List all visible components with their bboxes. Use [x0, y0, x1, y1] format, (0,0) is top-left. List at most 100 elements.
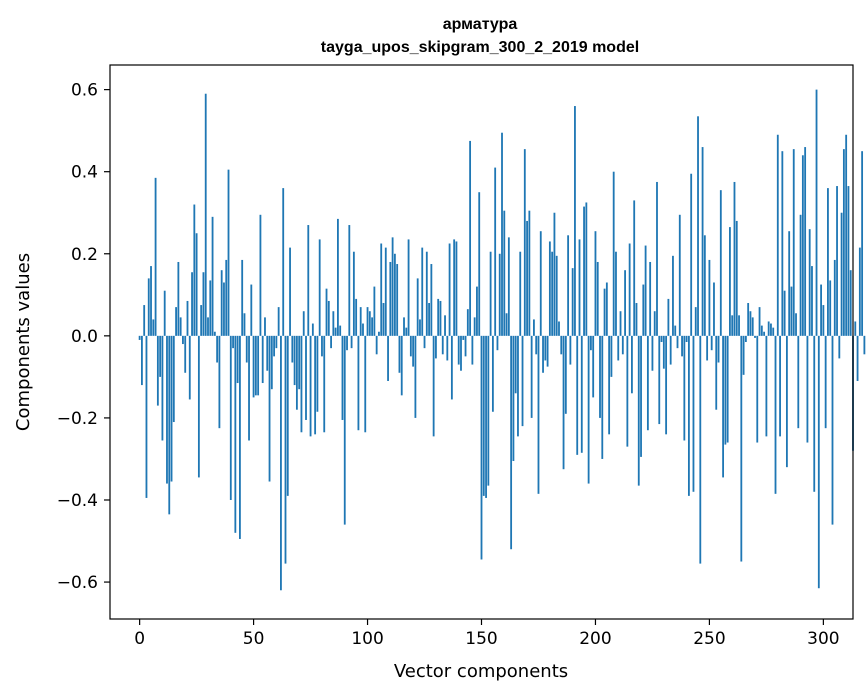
bar-53 [259, 214, 262, 336]
bar-316 [858, 247, 861, 336]
bar-276 [767, 321, 770, 336]
bar-223 [646, 335, 649, 431]
bar-149 [478, 192, 481, 336]
bar-159 [501, 132, 503, 336]
bar-182 [553, 212, 556, 336]
bar-42 [234, 335, 237, 533]
bar-139 [455, 241, 458, 336]
bar-99 [364, 335, 367, 433]
bar-289 [797, 335, 800, 429]
bar-262 [735, 220, 738, 336]
bar-15 [172, 335, 175, 423]
bar-107 [382, 303, 385, 336]
bar-26 [197, 335, 200, 478]
bar-61 [277, 307, 280, 336]
bar-123 [419, 319, 421, 336]
bar-191 [574, 106, 576, 336]
bar-204 [603, 288, 606, 336]
bar-5 [150, 266, 152, 336]
bar-98 [362, 323, 364, 336]
bar-238 [681, 335, 683, 357]
bar-157 [496, 335, 499, 351]
bar-24 [193, 204, 196, 336]
bar-216 [631, 335, 633, 394]
bar-297 [815, 89, 818, 336]
bar-178 [544, 335, 547, 361]
bar-267 [747, 303, 750, 336]
bar-54 [261, 335, 264, 384]
bar-255 [719, 190, 722, 336]
bar-227 [656, 181, 658, 336]
bar-77 [314, 335, 317, 435]
bar-124 [421, 247, 424, 336]
bar-32 [211, 216, 214, 336]
x-tick-label: 200 [579, 629, 611, 649]
bar-254 [717, 335, 720, 363]
bar-62 [280, 335, 282, 591]
bar-144 [466, 309, 469, 336]
bar-174 [535, 335, 538, 355]
bar-1 [141, 335, 143, 386]
bar-110 [389, 261, 392, 336]
bar-58 [270, 335, 273, 390]
bar-120 [412, 335, 415, 367]
bar-45 [241, 259, 244, 336]
bar-294 [808, 229, 811, 336]
bar-203 [601, 335, 604, 459]
bar-236 [676, 335, 679, 349]
bar-287 [792, 149, 795, 336]
bar-243 [692, 335, 695, 492]
bar-68 [293, 335, 296, 386]
bar-30 [207, 317, 209, 336]
bar-140 [457, 335, 460, 365]
bar-145 [469, 140, 472, 336]
bar-72 [302, 311, 305, 336]
bar-104 [375, 335, 378, 355]
bar-245 [697, 116, 699, 336]
bar-300 [822, 305, 825, 336]
bar-146 [471, 335, 474, 365]
y-axis-ticks: −0.6 −0.4 −0.2 0.0 0.2 0.4 0.6 [57, 81, 110, 593]
x-axis-label: Vector components [394, 661, 568, 682]
bar-36 [220, 270, 223, 336]
bar-271 [756, 335, 759, 443]
bar-91 [346, 335, 348, 351]
bar-229 [660, 335, 663, 342]
bar-122 [416, 278, 419, 336]
bar-156 [494, 167, 497, 336]
bar-162 [507, 237, 510, 336]
bar-148 [476, 286, 478, 336]
bar-133 [441, 335, 444, 355]
bar-239 [683, 335, 686, 441]
bar-84 [330, 335, 332, 349]
bar-85 [332, 311, 335, 336]
bar-116 [403, 317, 405, 336]
bar-209 [615, 251, 617, 336]
bar-206 [608, 335, 611, 435]
bar-201 [596, 261, 599, 336]
bar-80 [321, 335, 323, 357]
bar-259 [729, 227, 731, 336]
bar-286 [790, 286, 793, 336]
x-tick-label: 250 [693, 629, 725, 649]
bar-232 [667, 298, 670, 336]
y-tick-label: −0.6 [57, 573, 98, 593]
bar-222 [644, 245, 647, 336]
bar-187 [564, 335, 567, 414]
bar-272 [758, 307, 761, 336]
x-tick-label: 150 [465, 629, 497, 649]
bar-117 [405, 327, 408, 336]
bar-244 [694, 307, 697, 336]
bar-154 [489, 251, 492, 336]
bar-280 [776, 134, 779, 336]
x-tick-label: 300 [807, 629, 839, 649]
bar-205 [605, 282, 608, 336]
bar-87 [337, 218, 339, 336]
bar-153 [487, 335, 490, 486]
y-tick-label: 0.2 [71, 245, 98, 265]
bar-18 [179, 317, 182, 336]
bar-134 [444, 315, 446, 336]
bar-270 [754, 335, 756, 338]
bar-131 [437, 298, 440, 336]
bar-23 [191, 272, 193, 336]
